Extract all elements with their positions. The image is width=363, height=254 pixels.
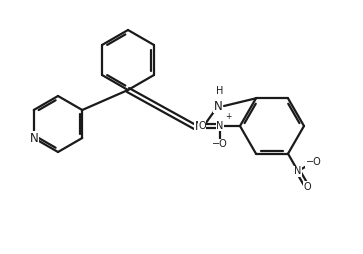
- Text: N: N: [195, 120, 203, 134]
- Text: N: N: [294, 166, 302, 176]
- Text: −O: −O: [212, 139, 228, 149]
- Text: −O: −O: [306, 157, 322, 167]
- Text: O: O: [303, 182, 311, 192]
- Text: +: +: [303, 157, 309, 166]
- Text: N: N: [216, 121, 224, 131]
- Text: O: O: [198, 121, 206, 131]
- Text: +: +: [225, 112, 231, 121]
- Text: N: N: [213, 100, 223, 113]
- Text: H: H: [216, 86, 224, 96]
- Text: N: N: [29, 132, 38, 145]
